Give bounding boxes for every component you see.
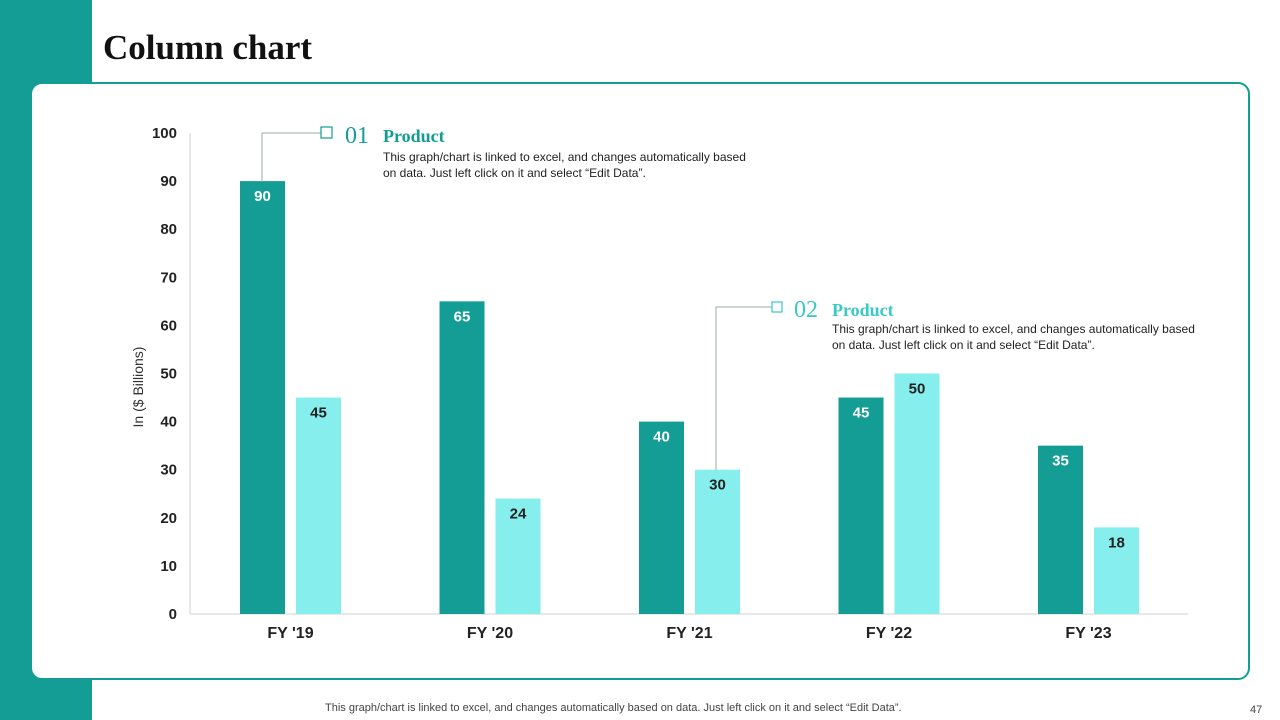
data-label-series2-3: 30	[709, 477, 726, 494]
annotation-01-connector	[261, 132, 321, 182]
data-label-series1-1: 90	[254, 188, 271, 205]
y-tick-label: 50	[160, 366, 177, 383]
x-tick-label: FY '20	[467, 625, 513, 642]
data-label-series2-4: 50	[909, 381, 926, 398]
x-tick-label: FY '23	[1065, 625, 1111, 642]
data-label-series2-5: 18	[1108, 534, 1125, 551]
bar-series2-2	[495, 498, 541, 614]
page-number: 47	[1250, 704, 1263, 716]
annotation-01-heading: Product	[383, 126, 445, 146]
data-label-series2-1: 45	[310, 405, 327, 422]
annotation-01-number: 01	[345, 123, 369, 149]
annotation-01-text: This graph/chart is linked to excel, and…	[383, 150, 746, 180]
data-label-series1-5: 35	[1052, 453, 1069, 470]
bar-series2-5	[1094, 527, 1139, 614]
y-axis-title: In ($ Billions)	[130, 347, 146, 428]
bar-series1-1	[240, 181, 285, 614]
bar-series1-5	[1038, 445, 1083, 614]
y-tick-label: 0	[169, 606, 177, 623]
footer-note: This graph/chart is linked to excel, and…	[325, 702, 902, 714]
bar-series2-1	[296, 397, 341, 614]
annotation-02-text: This graph/chart is linked to excel, and…	[832, 322, 1195, 352]
bar-series1-2	[439, 301, 485, 614]
bar-series2-4	[894, 373, 940, 614]
bar-series1-4	[838, 397, 884, 614]
page-title: Column chart	[103, 28, 313, 67]
annotation-01-marker	[320, 126, 333, 139]
data-label-series1-4: 45	[853, 405, 870, 422]
y-tick-label: 90	[160, 173, 177, 190]
data-label-series2-2: 24	[510, 506, 527, 523]
chart-labels: 90 45 FY '19 65 24 FY '20 40 30 FY '21 45 50 FY '22…	[254, 188, 1125, 642]
data-label-series1-3: 40	[653, 429, 670, 446]
y-tick-label: 40	[160, 414, 177, 431]
annotation-02-connector	[715, 306, 772, 470]
annotation-02-marker	[771, 301, 783, 313]
x-tick-label: FY '22	[866, 625, 912, 642]
y-tick-label: 20	[160, 510, 177, 527]
y-tick-label: 100	[152, 125, 177, 142]
annotation-connectors	[261, 126, 783, 470]
chart-bars	[240, 181, 1139, 614]
bar-series1-3	[639, 421, 684, 614]
y-tick-label: 60	[160, 317, 177, 334]
x-tick-label: FY '19	[267, 625, 313, 642]
y-tick-label: 80	[160, 221, 177, 238]
bar-series2-3	[695, 469, 740, 614]
annotation-02-heading: Product	[832, 300, 894, 320]
data-label-series1-2: 65	[454, 308, 471, 325]
y-tick-label: 30	[160, 462, 177, 479]
x-tick-label: FY '21	[666, 625, 712, 642]
y-tick-label: 10	[160, 558, 177, 575]
annotation-02-number: 02	[794, 297, 818, 323]
y-tick-label: 70	[160, 269, 177, 286]
